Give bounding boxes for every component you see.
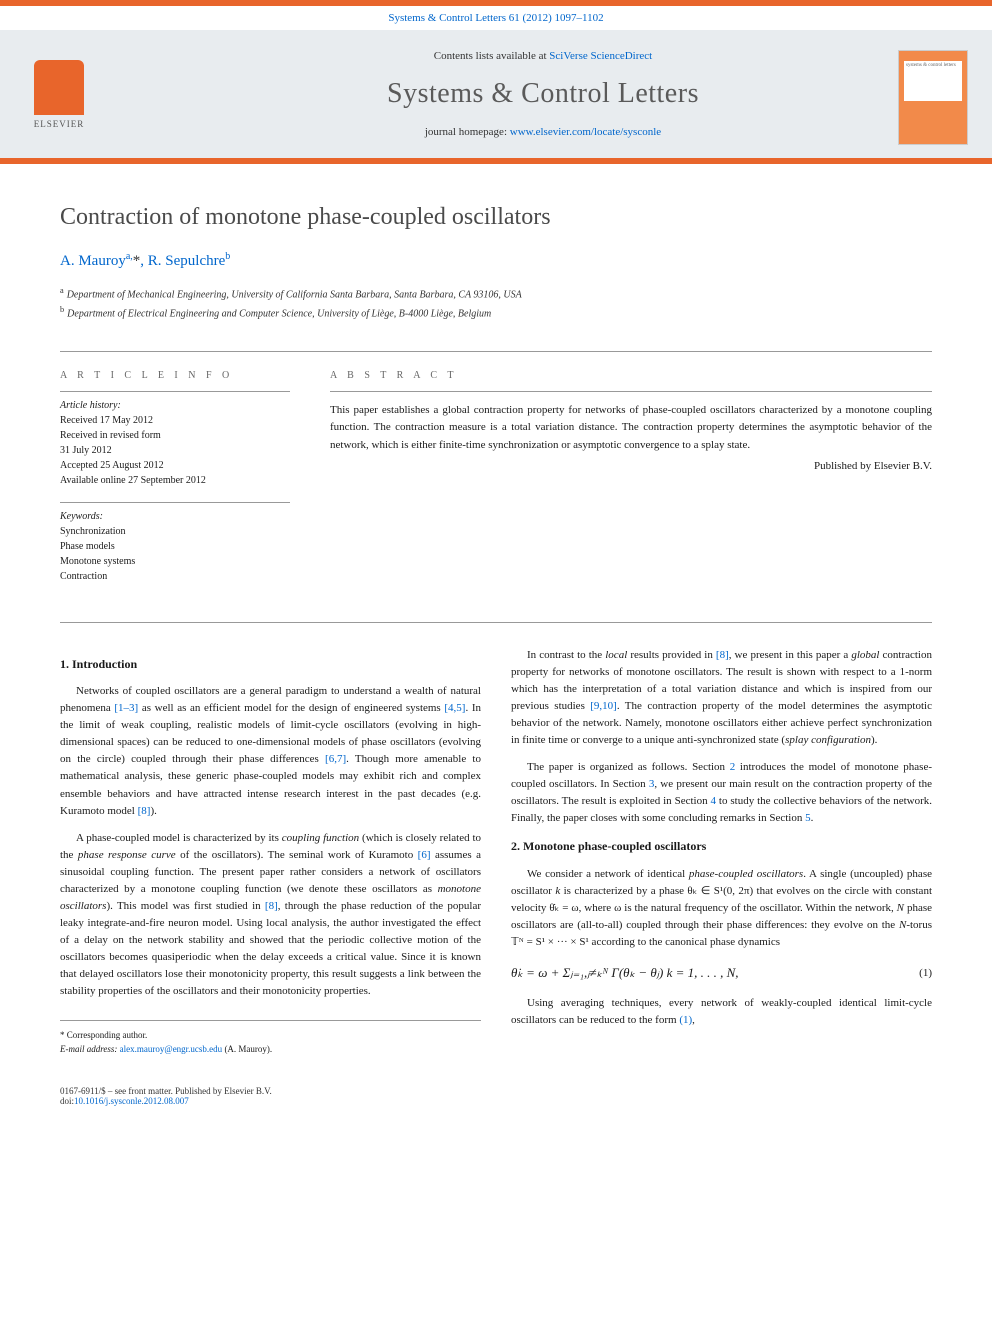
keywords-block: Keywords: Synchronization Phase models M… bbox=[60, 502, 290, 584]
citation-link[interactable]: [9,10] bbox=[590, 700, 617, 712]
keyword: Phase models bbox=[60, 539, 290, 554]
history-line: Accepted 25 August 2012 bbox=[60, 458, 290, 473]
section-heading-monotone: 2. Monotone phase-coupled oscillators bbox=[511, 837, 932, 856]
section2-paragraph-2: Using averaging techniques, every networ… bbox=[511, 995, 932, 1029]
author-2[interactable]: R. Sepulchre bbox=[148, 253, 225, 269]
article-title: Contraction of monotone phase-coupled os… bbox=[60, 204, 932, 231]
right-paragraph-1: In contrast to the local results provide… bbox=[511, 647, 932, 749]
left-column: 1. Introduction Networks of coupled osci… bbox=[60, 647, 481, 1056]
article-info-column: A R T I C L E I N F O Article history: R… bbox=[60, 370, 290, 598]
keywords-heading: Keywords: bbox=[60, 511, 290, 522]
abstract-text: This paper establishes a global contract… bbox=[330, 391, 932, 455]
author-1[interactable]: A. Mauroy bbox=[60, 253, 126, 269]
section-heading-introduction: 1. Introduction bbox=[60, 655, 481, 674]
header-center: Contents lists available at SciVerse Sci… bbox=[118, 50, 968, 138]
equation-1: θ̇ₖ = ω + Σⱼ₌₁,ⱼ≠ₖᴺ Γ(θₖ − θⱼ) k = 1, . … bbox=[511, 963, 932, 983]
affiliations: aDepartment of Mechanical Engineering, U… bbox=[60, 284, 932, 323]
journal-title: Systems & Control Letters bbox=[118, 78, 968, 110]
footnote-section: * Corresponding author. E-mail address: … bbox=[60, 1020, 481, 1056]
article-info-label: A R T I C L E I N F O bbox=[60, 370, 290, 381]
keyword: Synchronization bbox=[60, 524, 290, 539]
intro-paragraph-2: A phase-coupled model is characterized b… bbox=[60, 830, 481, 1000]
email-note: E-mail address: alex.mauroy@engr.ucsb.ed… bbox=[60, 1043, 481, 1057]
keyword: Contraction bbox=[60, 569, 290, 584]
citation-link[interactable]: [8] bbox=[138, 805, 151, 817]
abstract-column: A B S T R A C T This paper establishes a… bbox=[330, 370, 932, 598]
citation-link[interactable]: [8] bbox=[265, 900, 278, 912]
publisher-line: Published by Elsevier B.V. bbox=[330, 460, 932, 472]
contents-available-line: Contents lists available at SciVerse Sci… bbox=[118, 50, 968, 62]
citation-link[interactable]: [6] bbox=[418, 849, 431, 861]
corresponding-note: * Corresponding author. bbox=[60, 1029, 481, 1043]
journal-cover-thumbnail: systems & control letters bbox=[898, 50, 968, 145]
citation-link[interactable]: [8] bbox=[716, 649, 729, 661]
authors-line: A. Mauroya,*, R. Sepulchreb bbox=[60, 251, 932, 270]
equation-content: θ̇ₖ = ω + Σⱼ₌₁,ⱼ≠ₖᴺ Γ(θₖ − θⱼ) k = 1, . … bbox=[511, 963, 739, 983]
article-body: Contraction of monotone phase-coupled os… bbox=[0, 164, 992, 1076]
journal-header: ELSEVIER Contents lists available at Sci… bbox=[0, 30, 992, 158]
citation-link[interactable]: [1–3] bbox=[114, 702, 138, 714]
affiliation-a: aDepartment of Mechanical Engineering, U… bbox=[60, 284, 932, 303]
abstract-label: A B S T R A C T bbox=[330, 370, 932, 381]
page-footer: 0167-6911/$ – see front matter. Publishe… bbox=[0, 1076, 992, 1126]
divider bbox=[60, 351, 932, 352]
elsevier-tree-icon bbox=[34, 60, 84, 115]
email-link[interactable]: alex.mauroy@engr.ucsb.edu bbox=[120, 1044, 223, 1054]
elsevier-label: ELSEVIER bbox=[34, 119, 85, 129]
elsevier-logo: ELSEVIER bbox=[24, 54, 94, 134]
section2-paragraph-1: We consider a network of identical phase… bbox=[511, 866, 932, 951]
intro-paragraph-1: Networks of coupled oscillators are a ge… bbox=[60, 683, 481, 819]
affiliation-b: bDepartment of Electrical Engineering an… bbox=[60, 303, 932, 322]
sciencedirect-link[interactable]: SciVerse ScienceDirect bbox=[549, 50, 652, 62]
history-line: 31 July 2012 bbox=[60, 443, 290, 458]
divider bbox=[60, 622, 932, 623]
article-history-block: Article history: Received 17 May 2012 Re… bbox=[60, 391, 290, 488]
history-line: Received in revised form bbox=[60, 428, 290, 443]
right-column: In contrast to the local results provide… bbox=[511, 647, 932, 1056]
history-line: Received 17 May 2012 bbox=[60, 413, 290, 428]
issn-line: 0167-6911/$ – see front matter. Publishe… bbox=[60, 1086, 932, 1096]
doi-line: doi:10.1016/j.sysconle.2012.08.007 bbox=[60, 1096, 932, 1106]
equation-link[interactable]: (1) bbox=[679, 1014, 692, 1026]
keyword: Monotone systems bbox=[60, 554, 290, 569]
cover-thumb-label: systems & control letters bbox=[904, 61, 962, 101]
equation-number: (1) bbox=[919, 965, 932, 982]
homepage-link[interactable]: www.elsevier.com/locate/sysconle bbox=[510, 126, 661, 138]
homepage-line: journal homepage: www.elsevier.com/locat… bbox=[118, 126, 968, 138]
citation-link[interactable]: [6,7] bbox=[325, 753, 346, 765]
citation-link[interactable]: [4,5] bbox=[444, 702, 465, 714]
journal-reference: Systems & Control Letters 61 (2012) 1097… bbox=[0, 6, 992, 30]
right-paragraph-2: The paper is organized as follows. Secti… bbox=[511, 759, 932, 827]
history-heading: Article history: bbox=[60, 400, 290, 411]
info-abstract-row: A R T I C L E I N F O Article history: R… bbox=[60, 370, 932, 598]
doi-link[interactable]: 10.1016/j.sysconle.2012.08.007 bbox=[74, 1096, 189, 1106]
body-two-column: 1. Introduction Networks of coupled osci… bbox=[60, 647, 932, 1056]
history-line: Available online 27 September 2012 bbox=[60, 473, 290, 488]
